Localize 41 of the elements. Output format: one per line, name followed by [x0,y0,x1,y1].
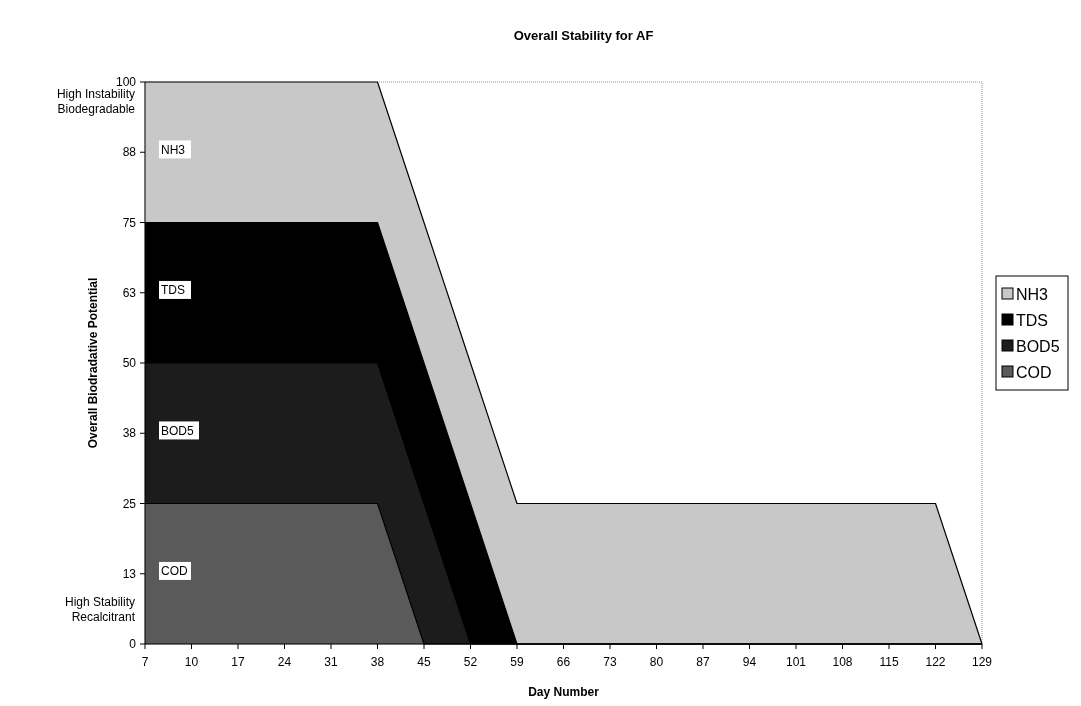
legend-label: COD [1016,363,1052,381]
x-tick-label: 87 [696,655,710,669]
x-tick-label: 31 [324,655,338,669]
legend-label: NH3 [1016,285,1049,303]
y-tick-label: 100 [115,75,137,90]
annotation: COD [161,564,188,579]
text: High Stability Recalcitrant [64,595,136,624]
x-tick-label: 17 [231,655,245,669]
x-tick-label: 94 [742,655,757,669]
annotation: NH3 [161,142,186,157]
x-tick-label: 38 [370,655,385,669]
x-tick-label: 122 [925,655,946,669]
x-tick-label: 7 [141,655,149,669]
y-tick-label: 63 [122,285,137,300]
y-tick-label: 75 [122,215,137,230]
x-tick-label: 115 [879,655,899,669]
x-tick-label: 10 [184,655,199,669]
x-tick-label: 59 [510,655,524,669]
y-tick-label: 13 [122,566,137,581]
legend-label: BOD5 [1016,337,1060,355]
legend-label: TDS [1016,311,1048,329]
chart-title: Overall Stability for AF [513,28,654,43]
x-tick-label: 73 [603,655,617,669]
x-tick-label: 108 [832,655,853,669]
y-tick-label: 25 [122,496,137,511]
x-tick-label: 80 [649,655,664,669]
text: High Instability Biodegradable [56,87,136,116]
y-tick-label: 50 [122,356,137,371]
y-tick-label: 88 [122,145,137,160]
x-tick-label: 129 [971,655,993,669]
annotation: TDS [161,283,185,298]
x-tick-label: 66 [556,655,571,669]
x-tick-label: 52 [463,655,478,669]
x-tick-label: 24 [277,655,292,669]
x-tick-label: 45 [417,655,431,669]
y-axis-title: Overall Biodradative Potential [86,277,100,449]
y-tick-label: 0 [129,637,137,652]
annotation: BOD5 [161,423,194,438]
x-tick-label: 101 [785,655,807,669]
x-axis-title: Day Number [528,685,600,699]
y-tick-label: 38 [122,426,137,441]
